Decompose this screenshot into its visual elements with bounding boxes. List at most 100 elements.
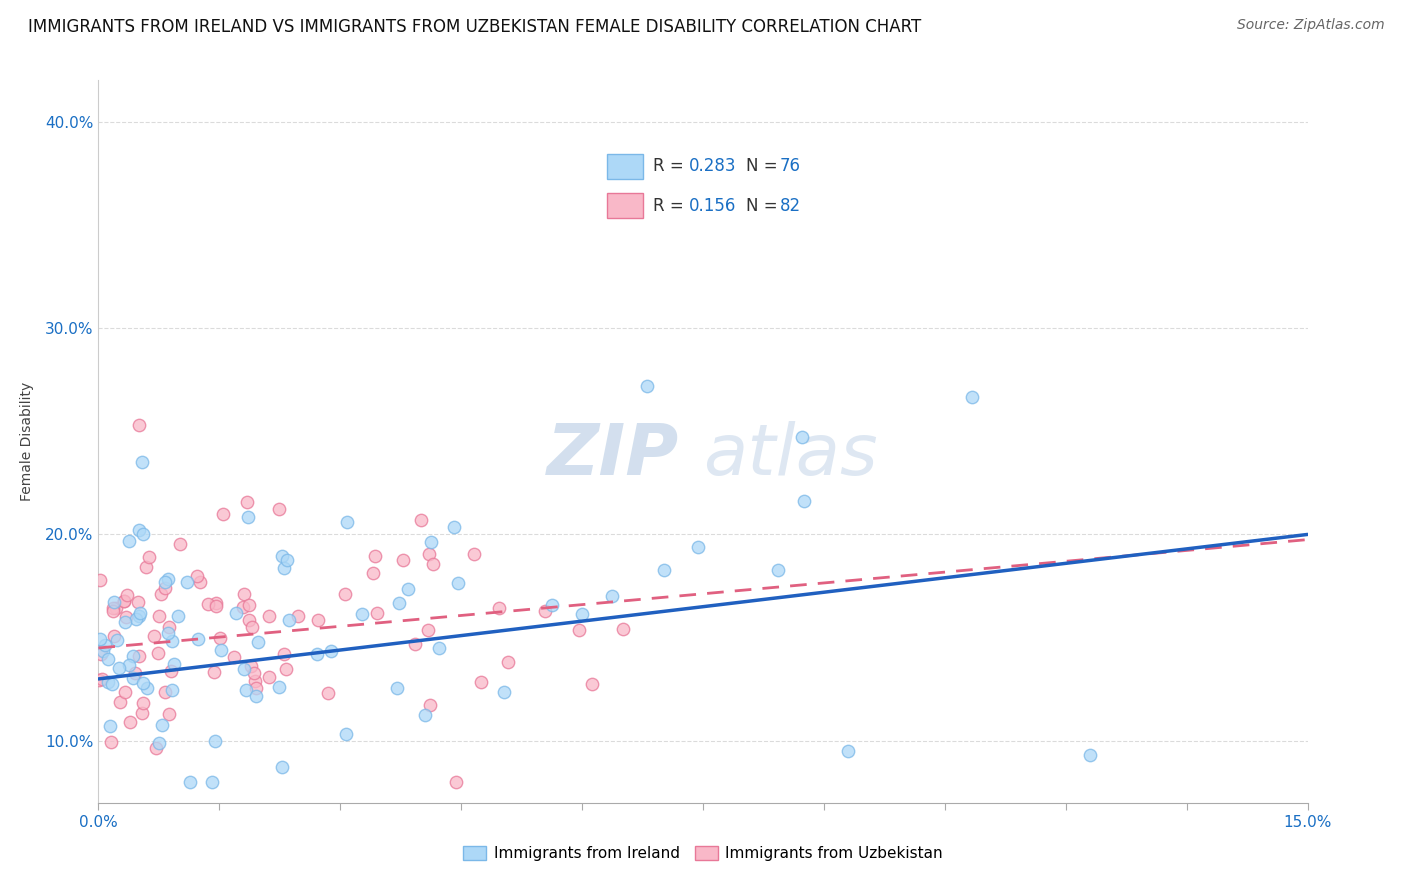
Point [204,734,226,748]
Point [366,606,388,620]
Point [411,513,433,527]
Point [205,599,228,614]
Point [238,598,260,612]
Point [114,685,136,699]
Point [121,671,143,685]
Point [142,629,165,643]
Point [157,625,180,640]
Point [225,606,247,620]
Point [245,690,267,704]
Point [201,775,224,789]
Point [91,672,114,686]
Point [238,510,260,524]
Point [273,647,295,661]
Point [176,575,198,590]
Point [128,417,150,432]
Point [100,718,122,732]
Text: 76: 76 [780,157,801,176]
Legend: Immigrants from Ireland, Immigrants from Uzbekistan: Immigrants from Ireland, Immigrants from… [457,840,949,867]
Point [105,633,128,648]
Text: IMMIGRANTS FROM IRELAND VS IMMIGRANTS FROM UZBEKISTAN FEMALE DISABILITY CORRELAT: IMMIGRANTS FROM IRELAND VS IMMIGRANTS FR… [28,18,921,36]
Point [652,563,675,577]
Text: 82: 82 [780,196,801,215]
Point [319,644,342,658]
Point [333,587,356,601]
Point [447,576,470,591]
Point [124,666,146,681]
Point [160,682,183,697]
Point [148,736,170,750]
Point [273,561,295,575]
Point [212,507,235,521]
Point [232,587,254,601]
Point [257,609,280,624]
Point [138,550,160,565]
Point [257,670,280,684]
Point [101,604,124,618]
Point [149,587,172,601]
Point [837,744,859,758]
Point [232,662,254,676]
Point [792,430,814,444]
Text: N =: N = [747,196,783,215]
Point [160,664,183,678]
Point [581,676,603,690]
Point [243,665,266,680]
Text: ZIP: ZIP [547,422,679,491]
Point [108,695,131,709]
Point [112,593,135,607]
Point [127,595,149,609]
Point [115,610,138,624]
Text: Source: ZipAtlas.com: Source: ZipAtlas.com [1237,18,1385,32]
Point [488,601,510,615]
Text: 0.156: 0.156 [689,196,735,215]
Point [271,549,294,564]
Point [209,642,232,657]
Point [114,615,136,629]
Point [222,649,245,664]
Point [187,632,209,646]
Point [90,647,112,661]
Point [156,573,179,587]
Point [600,589,623,603]
Bar [607,194,643,219]
Point [245,681,267,696]
Point [276,662,298,676]
Point [766,562,789,576]
Point [243,673,266,688]
Point [246,634,269,648]
Point [153,574,176,589]
Point [335,727,357,741]
Point [186,569,208,583]
Text: atlas: atlas [703,422,877,491]
Point [238,613,260,627]
Point [443,519,465,533]
Point [101,676,124,690]
Point [269,502,291,516]
Point [97,674,120,689]
Point [420,534,443,549]
Point [89,673,111,687]
Point [148,646,170,660]
Point [960,390,983,404]
Point [396,582,419,596]
Point [276,553,298,567]
Point [335,515,357,529]
Point [427,640,450,655]
Point [155,685,177,699]
Point [492,685,515,699]
Point [278,614,301,628]
Point [103,595,125,609]
Point [496,655,519,669]
Point [94,638,117,652]
Point [361,566,384,581]
Point [100,735,122,749]
Point [793,493,815,508]
Point [307,648,329,662]
Point [236,495,259,509]
Point [148,609,170,624]
Point [1078,748,1101,763]
Point [385,681,408,695]
Point [188,575,211,590]
Point [239,658,262,673]
